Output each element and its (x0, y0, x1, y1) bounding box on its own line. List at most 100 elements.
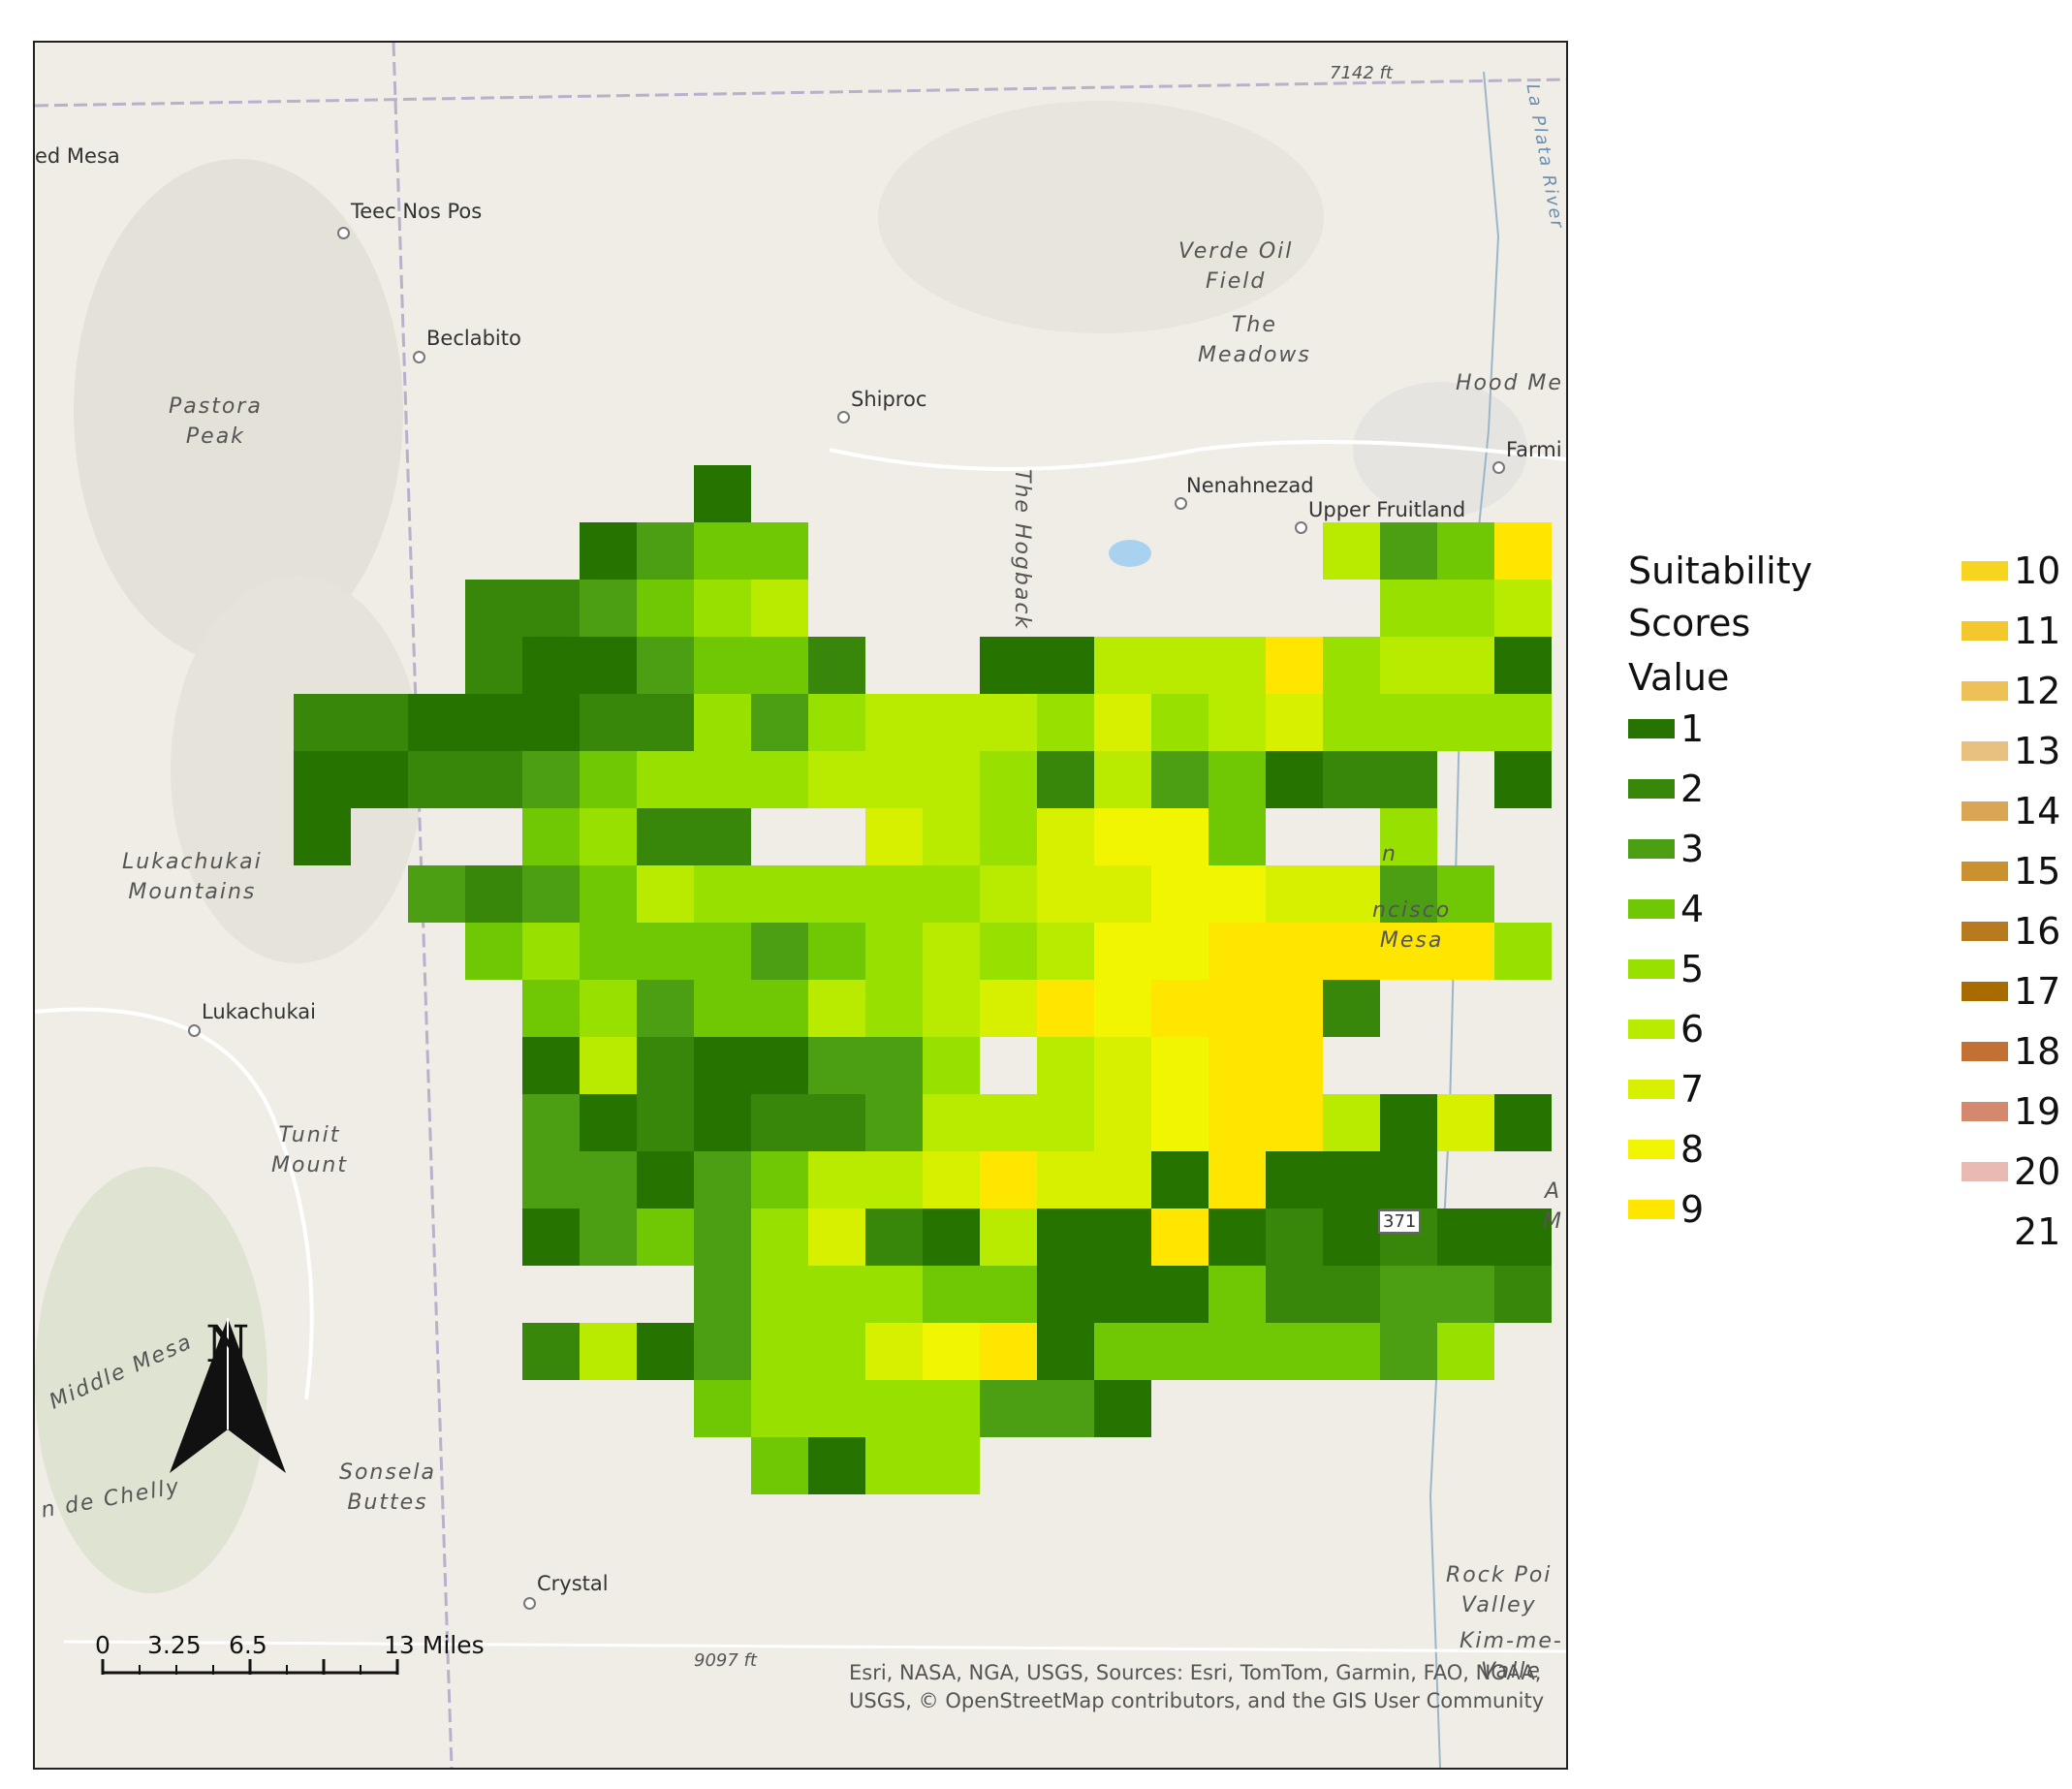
feature-label: Rock Poi Valley (1446, 1563, 1553, 1617)
raster-cell (1209, 980, 1266, 1037)
raster-cell (637, 522, 694, 580)
legend-label: 18 (2014, 1030, 2061, 1073)
raster-cell (1380, 865, 1437, 923)
raster-cell (1094, 1208, 1151, 1266)
raster-cell (1380, 637, 1437, 694)
legend-label: 4 (1680, 888, 1705, 930)
legend-label: 1 (1680, 707, 1705, 750)
place-label: Upper Fruitland (1308, 498, 1466, 521)
legend-label: 2 (1680, 768, 1705, 810)
raster-cell (1266, 1037, 1323, 1094)
raster-cell (1437, 923, 1494, 980)
raster-cell (408, 865, 465, 923)
legend-swatch (1628, 839, 1675, 859)
feature-label: The Meadows (1198, 313, 1311, 367)
raster-cell (294, 694, 351, 751)
raster-cell (465, 694, 522, 751)
raster-cell (1323, 1266, 1380, 1323)
raster-cell (1209, 1323, 1266, 1380)
raster-cell (923, 865, 980, 923)
raster-cell (1094, 694, 1151, 751)
legend-swatch (1962, 982, 2008, 1001)
raster-cell (1209, 808, 1266, 865)
raster-cell (808, 923, 865, 980)
raster-cell (865, 923, 923, 980)
raster-cell (980, 923, 1037, 980)
raster-cell (1037, 694, 1094, 751)
raster-cell (1266, 751, 1323, 808)
raster-cell (580, 694, 637, 751)
feature-label: Verde Oil Field (1178, 239, 1294, 294)
place-dot (837, 411, 850, 424)
raster-cell (865, 1380, 923, 1437)
legend-swatch (1962, 621, 2008, 641)
raster-cell (522, 1208, 580, 1266)
raster-cell (294, 808, 351, 865)
raster-cell (1323, 751, 1380, 808)
raster-cell (1266, 865, 1323, 923)
legend-swatch (1962, 561, 2008, 581)
raster-cell (637, 1323, 694, 1380)
raster-cell (980, 808, 1037, 865)
raster-cell (865, 865, 923, 923)
raster-cell (1094, 923, 1151, 980)
raster-cell (522, 808, 580, 865)
raster-cell (751, 1094, 808, 1151)
raster-cell (923, 694, 980, 751)
raster-cell (580, 1151, 637, 1208)
place-dot (188, 1024, 201, 1037)
raster-cell (980, 1266, 1037, 1323)
legend-label: 15 (2014, 850, 2061, 893)
raster-cell (637, 1094, 694, 1151)
raster-cell (865, 1094, 923, 1151)
raster-cell (1151, 923, 1209, 980)
legend-label: 6 (1680, 1008, 1705, 1051)
raster-cell (294, 751, 351, 808)
raster-cell (808, 1437, 865, 1494)
raster-cell (923, 1323, 980, 1380)
legend-label: 3 (1680, 828, 1705, 870)
raster-cell (1266, 1208, 1323, 1266)
legend-swatch (1628, 1140, 1675, 1159)
feature-label: A M (1543, 1179, 1563, 1234)
raster-cell (980, 865, 1037, 923)
raster-cell (751, 522, 808, 580)
legend-label: 19 (2014, 1090, 2061, 1133)
raster-cell (751, 1037, 808, 1094)
raster-cell (522, 923, 580, 980)
legend-subtitle: Value (1628, 656, 1730, 699)
raster-cell (1037, 865, 1094, 923)
raster-cell (1380, 923, 1437, 980)
raster-cell (1437, 1323, 1494, 1380)
raster-cell (1437, 1208, 1494, 1266)
raster-cell (808, 637, 865, 694)
raster-cell (637, 1037, 694, 1094)
legend-label: 9 (1680, 1188, 1705, 1231)
feature-label: Kim-me- Valle (1460, 1629, 1563, 1683)
raster-cell (694, 522, 751, 580)
raster-cell (580, 580, 637, 637)
raster-cell (865, 1208, 923, 1266)
north-label: N (205, 1316, 250, 1374)
raster-cell (980, 980, 1037, 1037)
raster-cell (1151, 808, 1209, 865)
legend-label: 17 (2014, 970, 2061, 1013)
raster-cell (1037, 1094, 1094, 1151)
raster-cell (1209, 1151, 1266, 1208)
raster-cell (1437, 1266, 1494, 1323)
legend-swatch (1962, 801, 2008, 821)
feature-label: Tunit Mount (271, 1123, 348, 1177)
raster-cell (522, 694, 580, 751)
raster-cell (580, 637, 637, 694)
place-label: Teec Nos Pos (351, 200, 483, 223)
raster-cell (865, 1437, 923, 1494)
feature-label: Hood Me (1456, 371, 1563, 395)
raster-cell (1380, 1094, 1437, 1151)
raster-cell (808, 980, 865, 1037)
raster-cell (1094, 808, 1151, 865)
legend-swatch (1628, 959, 1675, 979)
place-dot (523, 1597, 536, 1610)
raster-cell (1437, 580, 1494, 637)
raster-cell (1094, 1151, 1151, 1208)
place-label: Farmi (1506, 438, 1562, 461)
